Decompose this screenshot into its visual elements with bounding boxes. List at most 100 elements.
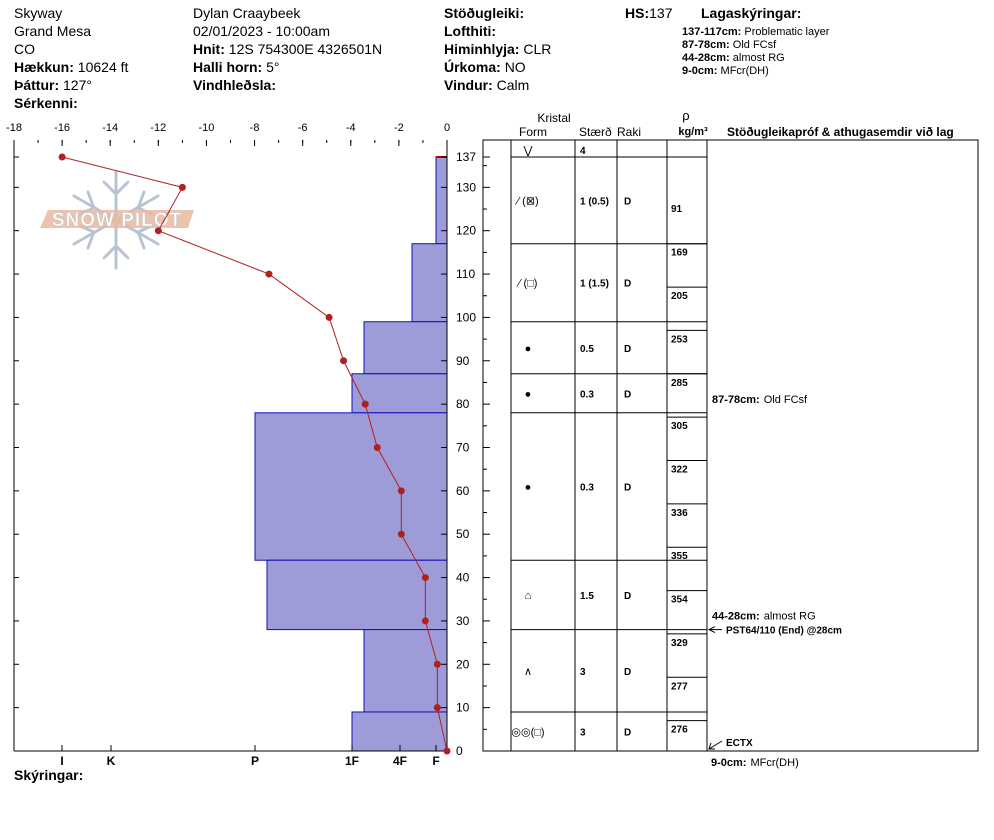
height-tick-label: 30 bbox=[456, 614, 470, 628]
sky: Himinhlyja: CLR bbox=[444, 41, 551, 57]
wind: Vindur: Calm bbox=[444, 77, 529, 93]
grain-size: 0.3 bbox=[580, 389, 594, 400]
header-rho: ρ bbox=[682, 108, 689, 123]
layer-comment-text: Old FCsf bbox=[764, 394, 808, 406]
features-label: Sérkenni: bbox=[14, 95, 78, 111]
aspect-label: Þáttur: bbox=[14, 77, 60, 93]
density-value: 277 bbox=[671, 681, 688, 692]
height-tick-label: 70 bbox=[456, 440, 470, 454]
temperature-point bbox=[361, 400, 369, 408]
layer-note-2: 87-78cm: Old FCsf bbox=[682, 37, 776, 53]
wind-value: Calm bbox=[496, 77, 530, 93]
temperature-profile bbox=[58, 153, 451, 755]
height-tick-label: 120 bbox=[456, 224, 476, 238]
slope: Halli horn: 5° bbox=[193, 59, 280, 75]
temperature-point bbox=[397, 487, 405, 495]
air-temp-label: Lofthiti: bbox=[444, 23, 497, 39]
moisture: D bbox=[624, 483, 631, 494]
height-tick-label: 130 bbox=[456, 180, 476, 194]
moisture: D bbox=[624, 591, 631, 602]
height-tick-label: 50 bbox=[456, 527, 470, 541]
temperature-point bbox=[154, 227, 162, 235]
hardness-axis: I K P 1F 4F F bbox=[60, 745, 440, 768]
elevation-label: Hækkun: bbox=[14, 59, 74, 75]
height-tick-label: 110 bbox=[456, 267, 475, 281]
density-value: 329 bbox=[671, 638, 688, 649]
test-result: PST64/110 (End) @28cm bbox=[726, 626, 842, 637]
temperature-point bbox=[340, 357, 348, 365]
test-arrow bbox=[708, 740, 723, 750]
wind-label: Vindur: bbox=[444, 77, 493, 93]
temperature-point bbox=[433, 704, 441, 712]
hardness-bar bbox=[363, 321, 448, 375]
height-tick-label: 137 bbox=[456, 150, 476, 164]
temperature-point bbox=[421, 617, 429, 625]
slope-label: Halli horn: bbox=[193, 59, 263, 75]
moisture: D bbox=[624, 344, 631, 355]
density-value: 169 bbox=[671, 248, 688, 259]
grain-size: 1 (1.5) bbox=[580, 279, 609, 290]
temperature-point bbox=[325, 313, 333, 321]
layer-rows: ⋁ 4 ⁄ (⊠) 1 (0.5) D ⁄ (□) 1 (1.5) D ● 0.5 D ● 0.3 D ● 0… bbox=[511, 145, 707, 752]
grain-form: ⁄ (⊠) bbox=[514, 195, 538, 207]
moisture: D bbox=[624, 279, 631, 290]
elevation-value: 10624 ft bbox=[77, 59, 129, 75]
density-value: 253 bbox=[671, 334, 688, 345]
coords-value: 12S 754300E 4326501N bbox=[228, 41, 383, 57]
grain-form: ⋁ bbox=[522, 145, 533, 157]
precip-label: Úrkoma: bbox=[444, 59, 501, 75]
stratigraphy-table bbox=[482, 139, 979, 752]
header-crystal: Kristal bbox=[537, 111, 570, 125]
temp-tick-label: -10 bbox=[198, 122, 214, 134]
density-value: 354 bbox=[671, 595, 688, 606]
sky-value: CLR bbox=[523, 41, 552, 57]
hardness-bar bbox=[266, 559, 448, 631]
tests-column: 87-78cm: Old FCsf 44-28cm: almost RG PST64/1… bbox=[707, 394, 842, 750]
grain-size: 3 bbox=[580, 727, 586, 738]
elevation: Hækkun: 10624 ft bbox=[14, 59, 128, 75]
hardness-layers bbox=[254, 156, 448, 752]
area-name: Grand Mesa bbox=[14, 23, 92, 39]
footer-note-range: 9-0cm: bbox=[711, 757, 746, 769]
layer-note-text: Problematic layer bbox=[744, 26, 830, 38]
temperature-point bbox=[397, 530, 405, 538]
temp-tick-label: -2 bbox=[394, 122, 404, 134]
layer-comment: 87-78cm: Old FCsf bbox=[712, 394, 808, 406]
height-tick-label: 90 bbox=[456, 354, 470, 368]
watermark-text: SNOW PILOT bbox=[52, 210, 182, 231]
grain-size: 1 (0.5) bbox=[580, 196, 609, 207]
wind-loading-label: Vindhleðsla: bbox=[193, 77, 276, 93]
header-size: Stærð bbox=[579, 125, 612, 139]
site-name: Skyway bbox=[14, 5, 63, 21]
layer-comment-range: 87-78cm: bbox=[712, 394, 760, 406]
temp-tick-label: -18 bbox=[6, 122, 22, 134]
temp-tick-label: -4 bbox=[346, 122, 356, 134]
watermark-banner bbox=[40, 210, 194, 228]
layer-note-text: Old FCsf bbox=[732, 39, 777, 51]
height-tick-label: 10 bbox=[456, 701, 470, 715]
grain-size: 1.5 bbox=[580, 591, 594, 602]
hardness-bar bbox=[254, 412, 448, 561]
test-result: ECTX bbox=[726, 738, 753, 749]
height-tick-label: 80 bbox=[456, 397, 470, 411]
density-value: 336 bbox=[671, 508, 688, 519]
header-density-unit: kg/m³ bbox=[678, 126, 708, 138]
grain-form: ● bbox=[525, 482, 532, 494]
grain-size: 0.5 bbox=[580, 344, 594, 355]
layer-note-4: 9-0cm: MFcr(DH) bbox=[682, 63, 769, 79]
hardness-bar bbox=[351, 711, 448, 752]
temperature-point bbox=[265, 270, 273, 278]
height-axis: 0 10 20 30 40 50 60 70 80 90 100 110 120 130 137 bbox=[14, 150, 490, 758]
height-tick-label: 40 bbox=[456, 571, 470, 585]
moisture: D bbox=[624, 389, 631, 400]
height-tick-label: 100 bbox=[456, 310, 476, 324]
density-value: 322 bbox=[671, 465, 688, 476]
grain-form: ● bbox=[525, 343, 532, 355]
aspect-value: 127° bbox=[63, 77, 92, 93]
coords-label: Hnit: bbox=[193, 41, 225, 57]
grain-size: 3 bbox=[580, 667, 586, 678]
layer-note-text: MFcr(DH) bbox=[720, 65, 769, 77]
coordinates: Hnit: 12S 754300E 4326501N bbox=[193, 41, 382, 57]
observation-datetime: 02/01/2023 - 10:00am bbox=[193, 23, 330, 39]
state-name: CO bbox=[14, 41, 35, 57]
